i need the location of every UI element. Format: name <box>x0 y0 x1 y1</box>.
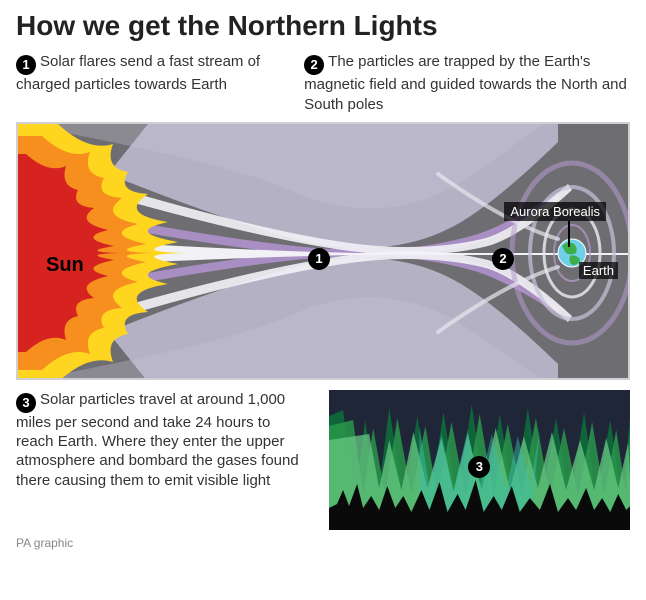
marker-1: 1 <box>308 248 330 270</box>
marker-3: 3 <box>468 456 490 478</box>
aurora-borealis-label: Aurora Borealis <box>504 202 606 221</box>
step-1-text: Solar flares send a fast stream of charg… <box>16 53 260 93</box>
step-1-desc: 1Solar flares send a fast stream of char… <box>16 52 286 114</box>
step-2-desc: 2The particles are trapped by the Earth'… <box>304 52 630 114</box>
aurora-image: 3 <box>329 390 630 530</box>
sun-label: Sun <box>46 254 84 277</box>
aurora-pointer-line <box>568 221 570 247</box>
main-diagram: Sun Aurora Borealis Earth 1 2 <box>16 122 630 380</box>
bottom-row: 3Solar particles travel at around 1,000 … <box>16 390 630 530</box>
credit-text: PA graphic <box>16 536 630 550</box>
page-title: How we get the Northern Lights <box>16 10 630 42</box>
step-1-badge: 1 <box>16 55 36 75</box>
step-3-desc: 3Solar particles travel at around 1,000 … <box>16 390 311 490</box>
step-3-badge: 3 <box>16 393 36 413</box>
top-desc-row: 1Solar flares send a fast stream of char… <box>16 52 630 114</box>
marker-2: 2 <box>492 248 514 270</box>
step-3-text: Solar particles travel at around 1,000 m… <box>16 391 299 489</box>
earth-label: Earth <box>579 262 618 279</box>
step-2-badge: 2 <box>304 55 324 75</box>
step-2-text: The particles are trapped by the Earth's… <box>304 53 627 113</box>
